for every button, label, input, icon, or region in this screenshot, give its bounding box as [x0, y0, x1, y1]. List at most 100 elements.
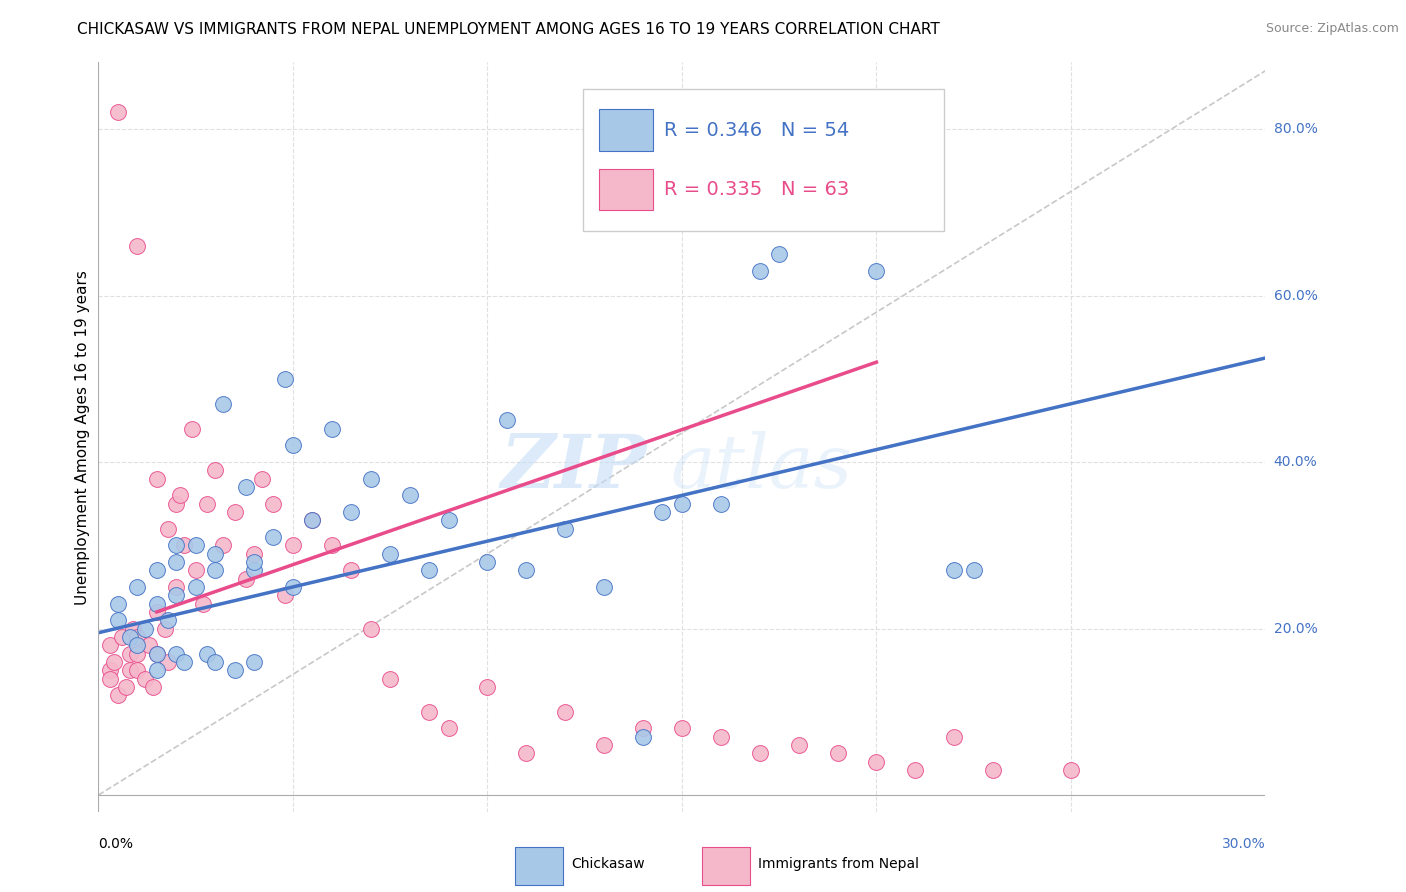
- Point: [138, 638, 160, 652]
- FancyBboxPatch shape: [515, 847, 562, 885]
- Point: [165, 647, 187, 661]
- Point: [212, 397, 235, 411]
- Point: [631, 730, 654, 744]
- Point: [962, 563, 984, 577]
- Point: [496, 413, 519, 427]
- Point: [865, 263, 887, 277]
- Point: [184, 563, 207, 577]
- Point: [224, 505, 246, 519]
- Point: [98, 672, 121, 686]
- Point: [127, 630, 149, 644]
- Point: [157, 522, 180, 536]
- Point: [157, 655, 180, 669]
- Point: [437, 722, 460, 736]
- Point: [768, 247, 790, 261]
- Text: R = 0.335   N = 63: R = 0.335 N = 63: [665, 180, 849, 199]
- Text: ZIP: ZIP: [501, 431, 647, 503]
- Point: [380, 547, 402, 561]
- Text: 0.0%: 0.0%: [98, 837, 134, 851]
- Point: [98, 638, 121, 652]
- Text: 20.0%: 20.0%: [1274, 622, 1317, 636]
- Point: [114, 680, 136, 694]
- Point: [204, 563, 226, 577]
- Point: [118, 663, 141, 677]
- Point: [146, 647, 169, 661]
- Point: [107, 597, 129, 611]
- Point: [146, 597, 169, 611]
- Point: [593, 580, 616, 594]
- Point: [262, 530, 284, 544]
- Point: [180, 422, 202, 436]
- Point: [281, 538, 304, 552]
- Point: [281, 580, 304, 594]
- Point: [710, 730, 733, 744]
- Point: [671, 722, 693, 736]
- Point: [631, 722, 654, 736]
- Text: Immigrants from Nepal: Immigrants from Nepal: [758, 857, 918, 871]
- Point: [787, 738, 810, 752]
- Point: [173, 538, 195, 552]
- Y-axis label: Unemployment Among Ages 16 to 19 years: Unemployment Among Ages 16 to 19 years: [75, 269, 90, 605]
- Point: [107, 613, 129, 627]
- Point: [262, 497, 284, 511]
- Point: [243, 555, 266, 569]
- Point: [301, 513, 323, 527]
- Point: [321, 538, 343, 552]
- Text: R = 0.346   N = 54: R = 0.346 N = 54: [665, 120, 849, 140]
- Point: [418, 705, 440, 719]
- Point: [107, 688, 129, 702]
- Point: [340, 563, 363, 577]
- Point: [103, 655, 125, 669]
- Point: [865, 755, 887, 769]
- Point: [142, 680, 165, 694]
- Point: [515, 747, 537, 761]
- Point: [134, 672, 156, 686]
- Point: [157, 613, 180, 627]
- Point: [651, 505, 673, 519]
- Point: [184, 580, 207, 594]
- Point: [250, 472, 273, 486]
- Point: [146, 663, 169, 677]
- Text: 40.0%: 40.0%: [1274, 455, 1317, 469]
- Point: [224, 663, 246, 677]
- Point: [165, 497, 187, 511]
- Point: [554, 705, 576, 719]
- Point: [127, 663, 149, 677]
- Point: [671, 497, 693, 511]
- Point: [281, 438, 304, 452]
- Point: [107, 105, 129, 120]
- Point: [943, 730, 966, 744]
- Point: [173, 655, 195, 669]
- Point: [169, 488, 191, 502]
- Point: [235, 480, 257, 494]
- Text: Source: ZipAtlas.com: Source: ZipAtlas.com: [1265, 22, 1399, 36]
- Point: [193, 597, 215, 611]
- FancyBboxPatch shape: [702, 847, 749, 885]
- Point: [437, 513, 460, 527]
- Point: [98, 663, 121, 677]
- Point: [195, 647, 218, 661]
- FancyBboxPatch shape: [582, 88, 945, 231]
- Point: [981, 763, 1004, 777]
- Point: [301, 513, 323, 527]
- Point: [118, 630, 141, 644]
- Point: [204, 655, 226, 669]
- Text: atlas: atlas: [671, 431, 852, 503]
- Point: [165, 538, 187, 552]
- Point: [204, 547, 226, 561]
- Point: [195, 497, 218, 511]
- Point: [554, 522, 576, 536]
- Point: [184, 538, 207, 552]
- Point: [274, 372, 297, 386]
- Point: [274, 588, 297, 602]
- Text: CHICKASAW VS IMMIGRANTS FROM NEPAL UNEMPLOYMENT AMONG AGES 16 TO 19 YEARS CORREL: CHICKASAW VS IMMIGRANTS FROM NEPAL UNEMP…: [77, 22, 941, 37]
- Point: [321, 422, 343, 436]
- Point: [212, 538, 235, 552]
- Point: [127, 638, 149, 652]
- Point: [477, 680, 499, 694]
- Point: [360, 622, 382, 636]
- Point: [710, 497, 733, 511]
- Point: [380, 672, 402, 686]
- FancyBboxPatch shape: [599, 169, 652, 211]
- Point: [243, 547, 266, 561]
